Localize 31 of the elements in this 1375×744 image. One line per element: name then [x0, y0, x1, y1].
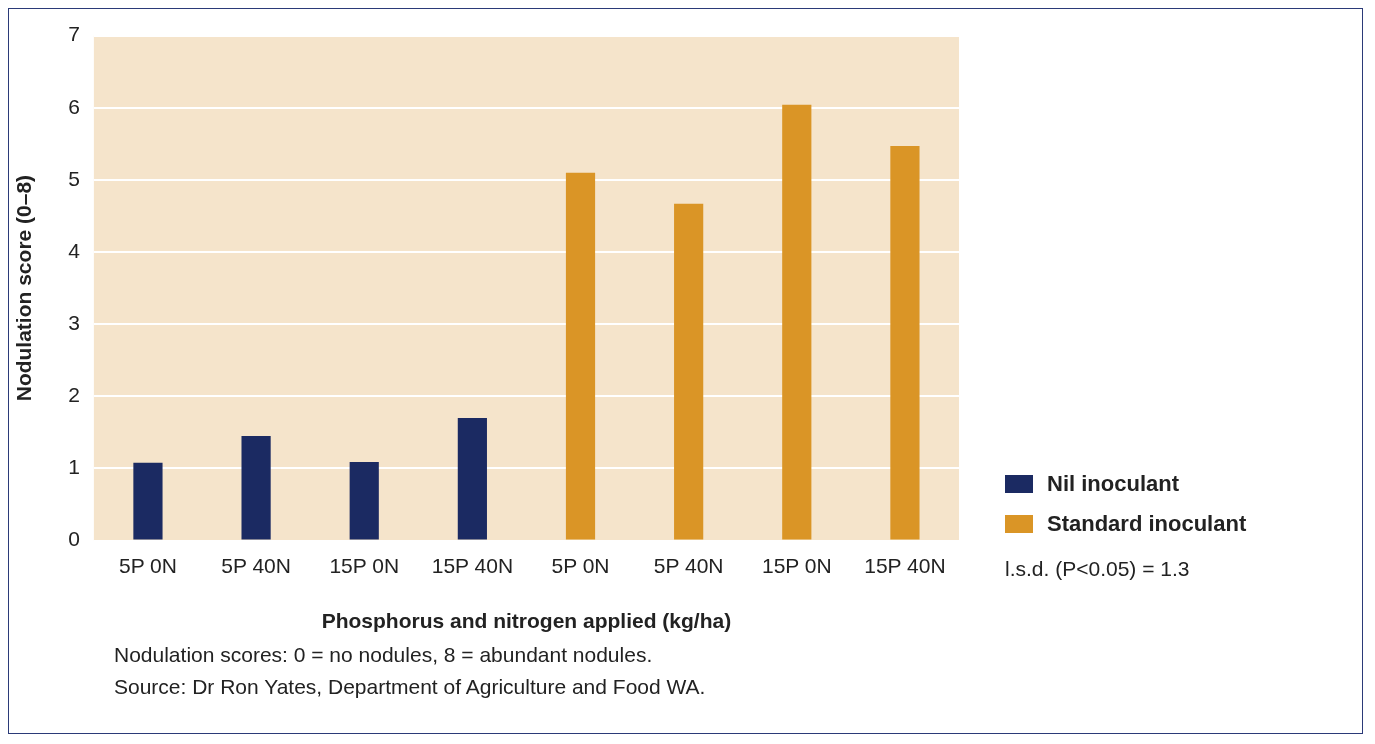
- bar: [890, 145, 920, 540]
- y-tick-label: 2: [68, 383, 80, 407]
- y-tick-label: 6: [68, 94, 80, 118]
- x-tick-label: 5P 0N: [118, 554, 177, 577]
- y-tick-label: 1: [68, 455, 80, 479]
- x-tick-label: 15P 0N: [329, 554, 400, 577]
- bar: [565, 172, 596, 540]
- x-tick-label: 15P 40N: [864, 554, 946, 577]
- bar: [674, 203, 704, 540]
- x-tick-label: 5P 0N: [551, 554, 610, 577]
- legend-label: Standard inoculant: [1047, 511, 1247, 537]
- x-tick-label: 5P 40N: [221, 554, 291, 577]
- x-tick-label: 15P 0N: [761, 554, 832, 577]
- text: Nodulation scores: 0 = no nodules, 8 = abundant nodules.: [114, 642, 654, 668]
- legend-label: Nil inoculant: [1047, 471, 1179, 497]
- x-tick-label: 15P 40N: [431, 554, 514, 577]
- text: l.s.d. (P<0.05) = 1.3: [1005, 557, 1191, 581]
- x-axis-title: Phosphorus and nitrogen applied (kg/ha): [321, 609, 732, 633]
- y-tick-label: 5: [68, 166, 80, 190]
- y-tick-label: 3: [68, 310, 80, 334]
- y-tick-label: 7: [68, 22, 80, 46]
- bar: [133, 462, 163, 540]
- bar: [782, 104, 812, 540]
- bar: [241, 435, 271, 540]
- y-tick-label: 0: [68, 527, 80, 551]
- y-axis-title: Nodulation score (0–8): [12, 174, 36, 402]
- bar: [349, 461, 379, 540]
- source-note: Source: Dr Ron Yates, Department of Agriculture and Food WA.: [114, 674, 707, 700]
- x-tick-label: 5P 40N: [653, 554, 724, 577]
- bar: [457, 417, 487, 540]
- y-tick-label: 4: [68, 238, 81, 262]
